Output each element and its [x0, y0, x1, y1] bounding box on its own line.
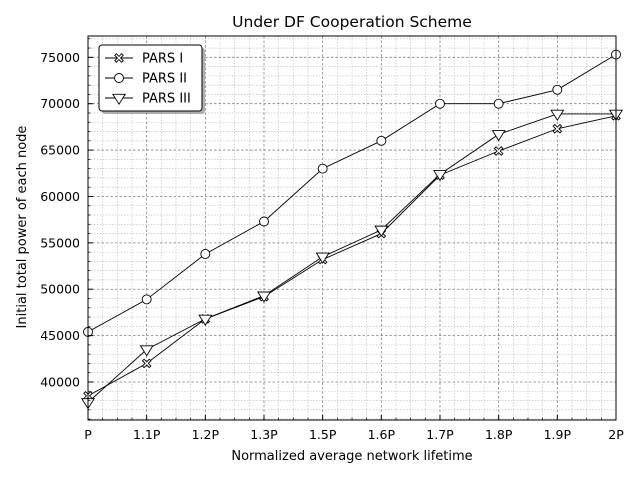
y-tick-label: 60000 — [40, 189, 80, 204]
series-pars-ii — [83, 49, 621, 337]
legend-label-pars-ii: PARS II — [142, 72, 187, 87]
legend: PARS I PARS II PARS III — [98, 44, 205, 114]
series-pars-iii — [80, 109, 624, 410]
y-tick-label: 45000 — [40, 328, 80, 343]
x-tick-label: 1.9P — [544, 427, 572, 442]
data-point-pars-iii — [374, 225, 389, 237]
x-tick-label: 1.1P — [133, 427, 161, 442]
data-point-pars-iii — [139, 345, 154, 357]
data-point-pars-iii — [432, 170, 448, 182]
y-tick-label: 75000 — [40, 50, 80, 65]
y-tick-label: 50000 — [40, 282, 80, 297]
x-tick-label: 1.8P — [485, 427, 513, 442]
data-point-pars-ii — [200, 249, 211, 259]
data-point-pars-ii — [141, 294, 152, 305]
chart-title: Under DF Cooperation Scheme — [232, 13, 472, 31]
data-point-pars-iii — [550, 109, 565, 121]
data-point-pars-ii — [552, 84, 563, 95]
data-point-pars-iii — [256, 291, 272, 303]
data-point-pars-ii — [376, 135, 387, 146]
data-point-pars-i — [493, 146, 504, 156]
y-axis-label: Initial total power of each node — [15, 126, 30, 329]
data-point-pars-ii — [317, 163, 328, 174]
x-tick-label: 1.2P — [192, 427, 220, 442]
x-tick-label: P — [84, 427, 92, 442]
legend-label-pars-i: PARS I — [142, 52, 183, 67]
legend-label-pars-iii: PARS III — [142, 92, 191, 107]
data-point-pars-ii — [259, 216, 269, 227]
series-line-pars-i — [87, 115, 617, 397]
series-line-pars-ii — [87, 54, 617, 333]
axes: P 1.1P 1.2P 1.3P 1.5P 1.6P 1.7P 1.8P 1.9P 2P 40000… — [40, 38, 624, 442]
x-tick-label: 1.3P — [250, 427, 278, 442]
data-point-pars-iii — [198, 314, 213, 326]
x-axis-label: Normalized average network lifetime — [231, 449, 472, 464]
y-tick-label: 65000 — [40, 143, 80, 158]
legend-marker-pars-i — [114, 53, 124, 63]
x-tick-label: 1.6P — [368, 427, 396, 442]
y-tick-label: 70000 — [40, 96, 80, 111]
data-point-pars-iii — [315, 252, 330, 264]
data-point-pars-i — [141, 358, 152, 369]
x-tick-label: 1.7P — [426, 427, 454, 442]
y-tick-label: 55000 — [40, 235, 80, 250]
y-tick-label: 40000 — [40, 374, 80, 389]
series-line-pars-iii — [87, 113, 616, 403]
series-layer — [80, 49, 624, 410]
legend-marker-pars-ii — [114, 73, 124, 83]
legend-marker-pars-iii — [111, 93, 127, 106]
x-tick-label: 1.5P — [309, 427, 337, 442]
data-point-pars-ii — [493, 98, 504, 109]
data-point-pars-ii — [435, 98, 445, 109]
x-tick-label: 2P — [608, 427, 624, 442]
data-point-pars-iii — [491, 130, 506, 142]
data-point-pars-i — [552, 123, 563, 134]
